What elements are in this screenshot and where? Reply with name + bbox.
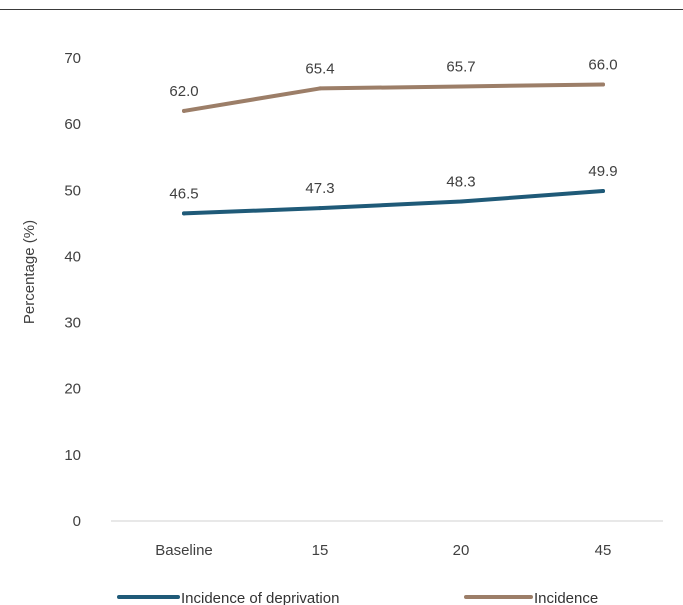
y-tick-label: 50 [64,182,81,199]
y-tick-label: 60 [64,116,81,133]
legend-item: Incidence of deprivation [117,590,339,605]
series-line [182,82,605,113]
series-incidence: 62.0 65.4 65.7 66.0 [169,56,618,113]
y-tick-label: 30 [64,315,81,332]
data-point [601,82,605,87]
y-tick-label: 70 [64,50,81,67]
y-tick-label: 10 [64,447,81,464]
data-point [459,199,463,204]
data-point [459,84,463,89]
data-point [601,188,605,193]
series-line [182,188,605,216]
x-tick-label: 20 [453,542,470,559]
data-label: 46.5 [169,185,198,202]
series-layer: 46.5 47.3 48.3 49.9 62.0 65.4 65.7 66.0 [169,56,618,216]
legend-label: Incidence of deprivation [181,590,339,605]
data-point [318,86,322,91]
data-label: 48.3 [446,174,475,191]
x-tick-label: 45 [595,542,612,559]
data-point [182,108,186,113]
x-axis-ticks: Baseline 15 20 45 [155,542,611,559]
y-axis-title: Percentage (%) [21,220,38,324]
data-label: 65.7 [446,58,475,75]
data-label: 62.0 [169,83,198,100]
legend-label: Incidence [534,590,598,605]
data-label: 65.4 [305,60,334,77]
data-label: 47.3 [305,180,334,197]
data-point [182,211,186,216]
legend-item: Incidence [464,590,598,605]
x-tick-label: 15 [312,542,329,559]
legend: Incidence of deprivation Incidence [117,590,598,605]
x-tick-label: Baseline [155,542,213,559]
y-tick-label: 40 [64,248,81,265]
y-axis-ticks: 0 10 20 30 40 50 60 70 [64,50,81,530]
y-tick-label: 0 [73,513,81,530]
top-rule [0,9,683,10]
data-label: 66.0 [588,56,617,73]
series-incidence-of-deprivation: 46.5 47.3 48.3 49.9 [169,163,618,216]
y-tick-label: 20 [64,381,81,398]
data-point [318,206,322,211]
data-label: 49.9 [588,163,617,180]
